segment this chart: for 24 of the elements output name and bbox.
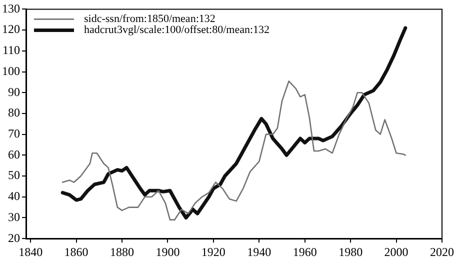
x-tick-label: 1980 xyxy=(338,244,363,259)
x-tick-label: 1900 xyxy=(156,244,180,259)
y-tick-label: 20 xyxy=(8,230,20,245)
y-tick-label: 40 xyxy=(8,189,20,204)
x-tick-label: 1920 xyxy=(201,244,226,259)
legend-label: hadcrut3vgl/scale:100/offset:80/mean:132 xyxy=(84,24,270,36)
x-tick-label: 1960 xyxy=(292,244,317,259)
x-tick-label: 1880 xyxy=(110,244,134,259)
x-tick-label: 1860 xyxy=(64,244,88,259)
y-tick-label: 90 xyxy=(8,84,20,99)
x-tick-label: 1940 xyxy=(247,244,272,259)
y-tick-label: 130 xyxy=(2,1,20,16)
x-tick-label: 1840 xyxy=(18,244,43,259)
y-tick-label: 50 xyxy=(8,168,20,182)
y-tick-label: 60 xyxy=(8,147,20,162)
y-tick-label: 70 xyxy=(8,126,20,140)
y-tick-label: 80 xyxy=(8,106,20,120)
y-tick-label: 30 xyxy=(8,210,20,224)
x-tick-label: 2020 xyxy=(430,244,454,259)
y-tick-label: 110 xyxy=(2,43,20,58)
y-tick-label: 120 xyxy=(2,22,20,36)
legend-label: sidc-ssn/from:1850/mean:132 xyxy=(84,13,216,26)
x-tick-label: 2000 xyxy=(384,244,408,259)
y-tick-label: 100 xyxy=(2,64,20,78)
